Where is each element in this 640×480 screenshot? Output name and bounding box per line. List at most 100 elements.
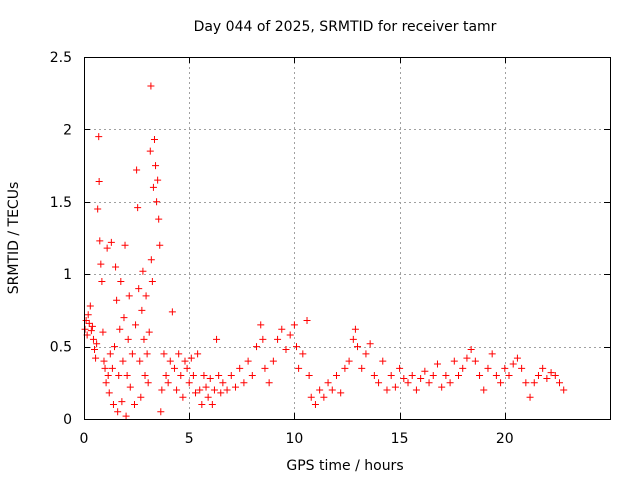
axis-ticks <box>84 57 610 420</box>
data-point <box>187 354 195 362</box>
data-point <box>412 386 420 394</box>
data-point <box>164 379 172 387</box>
data-point <box>396 364 404 372</box>
data-point <box>95 133 103 141</box>
data-point <box>147 82 155 90</box>
data-point <box>200 372 208 380</box>
plot-frame <box>84 57 611 420</box>
data-point <box>433 360 441 368</box>
data-point <box>442 372 450 380</box>
data-point <box>311 401 319 409</box>
data-point <box>324 379 332 387</box>
data-point <box>153 198 161 206</box>
data-point <box>135 285 143 293</box>
data-point <box>282 345 290 353</box>
data-point <box>215 372 223 380</box>
data-point <box>463 354 471 362</box>
data-point <box>116 325 124 333</box>
data-point <box>96 237 104 245</box>
data-point <box>82 317 90 325</box>
data-point <box>366 340 374 348</box>
data-point <box>112 263 120 271</box>
data-point <box>293 343 301 351</box>
data-point <box>303 317 311 325</box>
y-tick-label: 1.5 <box>50 195 72 211</box>
data-point <box>179 393 187 401</box>
data-point <box>219 379 227 387</box>
data-point <box>429 372 437 380</box>
data-point <box>210 386 218 394</box>
data-point <box>122 412 130 420</box>
data-point <box>543 374 551 382</box>
data-point <box>383 386 391 394</box>
data-point <box>88 322 96 330</box>
y-tick-label: 1 <box>63 267 72 283</box>
data-point <box>94 205 102 213</box>
data-point <box>105 389 113 397</box>
data-point <box>154 176 162 184</box>
data-point <box>488 350 496 358</box>
data-point <box>137 393 145 401</box>
data-point <box>556 379 564 387</box>
data-point <box>102 379 110 387</box>
data-point <box>362 350 370 358</box>
data-point <box>109 401 117 409</box>
data-point <box>484 364 492 372</box>
data-point <box>332 372 340 380</box>
data-point <box>147 256 155 264</box>
data-point <box>349 335 357 343</box>
data-point <box>81 325 89 333</box>
data-point <box>85 319 93 327</box>
y-tick-label: 2 <box>63 122 72 138</box>
data-point <box>104 372 112 380</box>
data-point <box>518 364 526 372</box>
data-point <box>121 241 129 249</box>
data-point <box>145 328 153 336</box>
data-point <box>93 340 101 348</box>
data-point <box>501 364 509 372</box>
data-point <box>244 357 252 365</box>
data-point <box>236 364 244 372</box>
data-point <box>92 354 100 362</box>
data-point <box>91 345 99 353</box>
data-point <box>120 314 128 322</box>
data-point <box>173 386 181 394</box>
data-point <box>146 147 154 155</box>
data-point <box>123 372 131 380</box>
data-point <box>354 343 362 351</box>
data-point <box>560 386 568 394</box>
data-point <box>534 372 542 380</box>
data-point <box>290 321 298 329</box>
data-point <box>379 357 387 365</box>
data-point <box>111 343 119 351</box>
data-point <box>231 383 239 391</box>
x-tick-label: 10 <box>285 431 303 447</box>
data-point <box>551 372 559 380</box>
data-point <box>140 335 148 343</box>
grid-lines <box>84 57 610 419</box>
data-point <box>144 379 152 387</box>
data-point <box>295 364 303 372</box>
data-point <box>509 360 517 368</box>
data-point <box>286 331 294 339</box>
data-point <box>341 364 349 372</box>
data-point <box>107 238 115 246</box>
data-point <box>547 369 555 377</box>
data-point <box>149 183 157 191</box>
data-point <box>217 389 225 397</box>
data-point <box>114 408 122 416</box>
data-point <box>175 350 183 358</box>
data-point <box>113 296 121 304</box>
data-point <box>125 292 133 300</box>
data-point <box>459 364 467 372</box>
data-point <box>204 393 212 401</box>
data-point <box>497 379 505 387</box>
data-point <box>375 379 383 387</box>
data-point <box>421 367 429 375</box>
x-tick-label: 0 <box>80 431 89 447</box>
data-point <box>480 386 488 394</box>
data-point <box>471 357 479 365</box>
data-point <box>257 321 265 329</box>
data-point <box>358 364 366 372</box>
